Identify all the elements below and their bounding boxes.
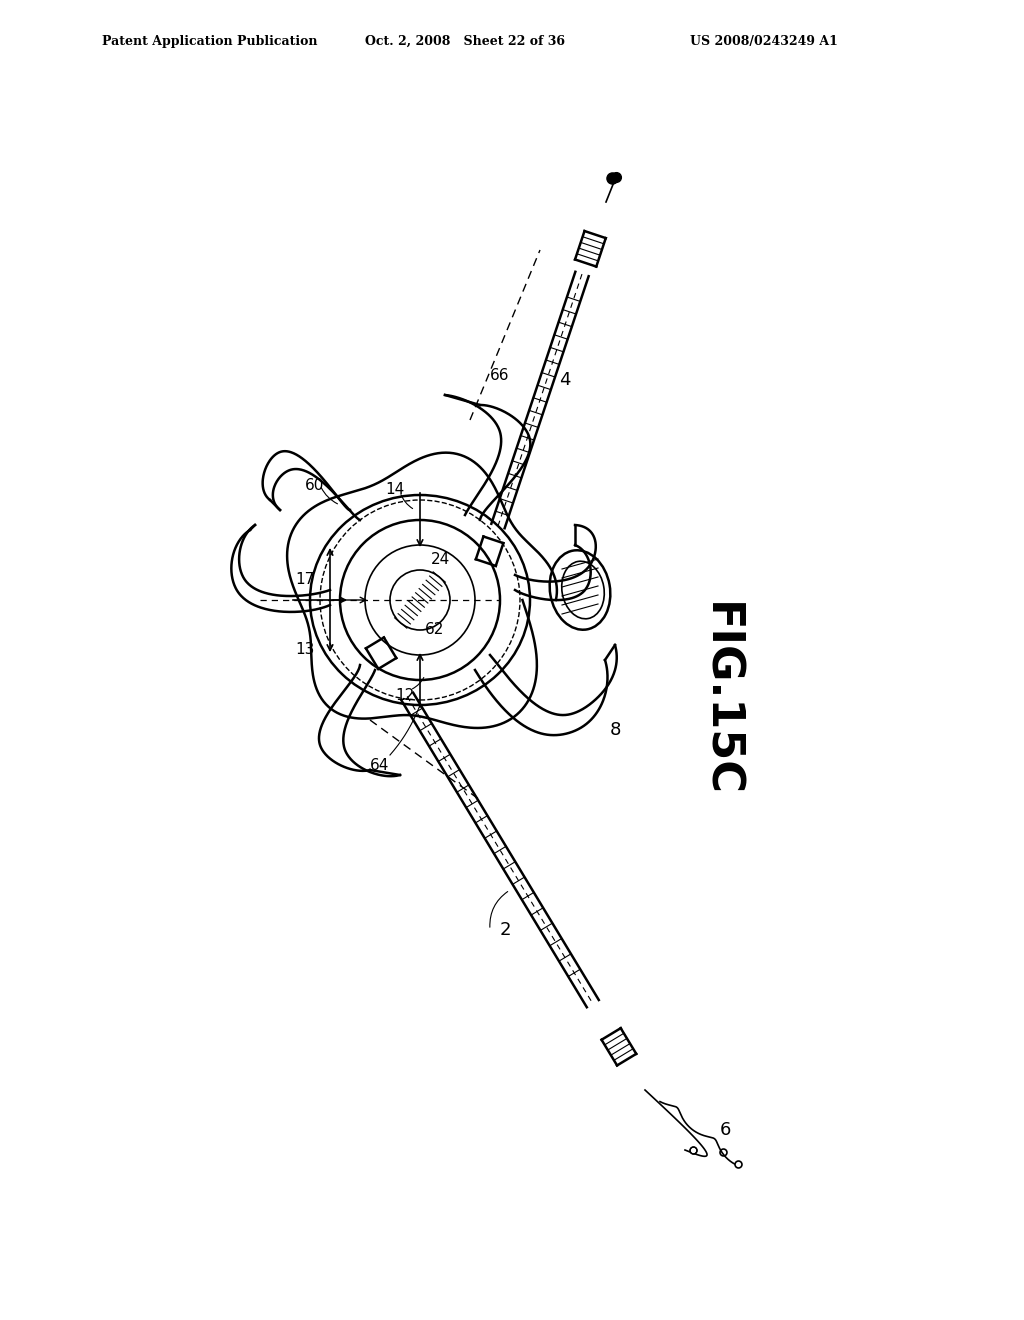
Text: 13: 13 [295, 643, 314, 657]
Text: Patent Application Publication: Patent Application Publication [102, 36, 317, 48]
Text: US 2008/0243249 A1: US 2008/0243249 A1 [690, 36, 838, 48]
Text: 60: 60 [305, 478, 325, 492]
Text: FIG.15C: FIG.15C [698, 602, 741, 797]
Text: 2: 2 [500, 921, 511, 939]
Text: 62: 62 [425, 623, 444, 638]
Text: 66: 66 [490, 367, 510, 383]
Text: 24: 24 [430, 553, 450, 568]
Text: 64: 64 [371, 758, 390, 772]
Text: 14: 14 [385, 483, 404, 498]
Text: Oct. 2, 2008   Sheet 22 of 36: Oct. 2, 2008 Sheet 22 of 36 [365, 36, 565, 48]
Text: 4: 4 [559, 371, 570, 389]
Text: 6: 6 [719, 1121, 731, 1139]
Text: 17: 17 [295, 573, 314, 587]
Text: 12: 12 [395, 688, 415, 702]
Text: 8: 8 [609, 721, 621, 739]
